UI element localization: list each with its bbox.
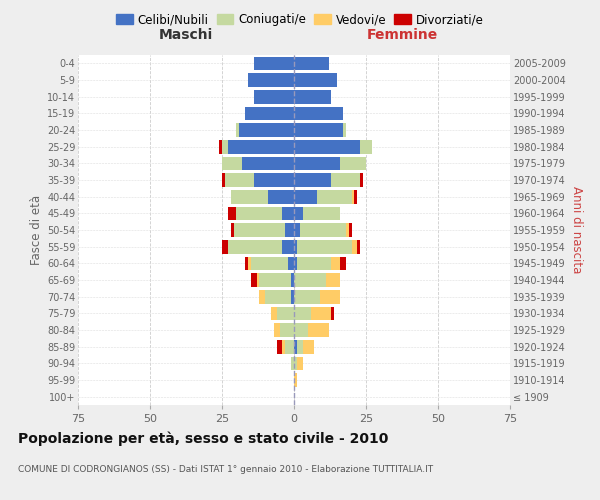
Bar — [308, 323, 329, 337]
Bar — [294, 123, 343, 137]
Bar — [331, 306, 334, 320]
Legend: Celibi/Nubili, Coniugati/e, Vedovi/e, Divorziati/e: Celibi/Nubili, Coniugati/e, Vedovi/e, Di… — [112, 8, 488, 31]
Bar — [230, 223, 233, 237]
Text: Maschi: Maschi — [159, 28, 213, 42]
Bar — [277, 306, 294, 320]
Bar — [302, 206, 340, 220]
Bar — [268, 190, 294, 203]
Bar — [294, 56, 329, 70]
Bar — [346, 223, 349, 237]
Bar — [288, 256, 294, 270]
Bar — [294, 273, 326, 287]
Bar — [360, 140, 372, 153]
Bar — [340, 256, 346, 270]
Bar — [265, 290, 291, 304]
Bar — [294, 140, 360, 153]
Bar — [222, 140, 228, 153]
Bar — [291, 290, 294, 304]
Bar — [331, 256, 340, 270]
Bar — [294, 173, 331, 187]
Bar — [248, 73, 294, 87]
Bar — [326, 273, 340, 287]
Bar — [360, 173, 363, 187]
Bar — [239, 123, 294, 137]
Bar — [228, 240, 283, 254]
Bar — [259, 273, 291, 287]
Bar — [349, 223, 352, 237]
Bar — [294, 156, 340, 170]
Bar — [245, 256, 248, 270]
Bar — [294, 206, 302, 220]
Bar — [277, 340, 283, 353]
Text: Popolazione per età, sesso e stato civile - 2010: Popolazione per età, sesso e stato civil… — [18, 431, 388, 446]
Bar — [228, 140, 294, 153]
Bar — [236, 206, 283, 220]
Bar — [230, 190, 268, 203]
Bar — [294, 323, 308, 337]
Bar — [283, 340, 286, 353]
Bar — [222, 173, 225, 187]
Bar — [294, 90, 331, 104]
Bar — [294, 306, 311, 320]
Bar — [302, 340, 314, 353]
Bar — [294, 73, 337, 87]
Bar — [294, 256, 297, 270]
Bar — [251, 256, 288, 270]
Bar — [283, 206, 294, 220]
Bar — [297, 340, 302, 353]
Bar — [294, 340, 297, 353]
Bar — [294, 373, 297, 387]
Bar — [297, 256, 331, 270]
Bar — [294, 240, 297, 254]
Bar — [300, 223, 346, 237]
Bar — [320, 290, 340, 304]
Bar — [236, 123, 239, 137]
Bar — [358, 240, 360, 254]
Bar — [294, 190, 317, 203]
Bar — [245, 106, 294, 120]
Bar — [355, 190, 358, 203]
Bar — [294, 290, 320, 304]
Bar — [294, 106, 343, 120]
Bar — [343, 123, 346, 137]
Bar — [280, 323, 294, 337]
Bar — [233, 223, 286, 237]
Bar — [297, 240, 352, 254]
Bar — [331, 173, 360, 187]
Bar — [317, 190, 352, 203]
Bar — [242, 156, 294, 170]
Bar — [352, 190, 355, 203]
Bar — [257, 273, 259, 287]
Bar — [352, 240, 358, 254]
Y-axis label: Anni di nascita: Anni di nascita — [570, 186, 583, 274]
Bar — [291, 356, 294, 370]
Bar — [251, 273, 257, 287]
Bar — [254, 173, 294, 187]
Bar — [286, 223, 294, 237]
Bar — [259, 290, 265, 304]
Bar — [228, 206, 236, 220]
Bar — [222, 156, 242, 170]
Bar — [254, 56, 294, 70]
Bar — [283, 240, 294, 254]
Y-axis label: Fasce di età: Fasce di età — [29, 195, 43, 265]
Text: Femmine: Femmine — [367, 28, 437, 42]
Text: COMUNE DI CODRONGIANOS (SS) - Dati ISTAT 1° gennaio 2010 - Elaborazione TUTTITAL: COMUNE DI CODRONGIANOS (SS) - Dati ISTAT… — [18, 466, 433, 474]
Bar — [222, 240, 228, 254]
Bar — [274, 323, 280, 337]
Bar — [219, 140, 222, 153]
Bar — [294, 356, 297, 370]
Bar — [271, 306, 277, 320]
Bar — [297, 356, 302, 370]
Bar — [294, 223, 300, 237]
Bar — [340, 156, 366, 170]
Bar — [225, 173, 254, 187]
Bar — [311, 306, 331, 320]
Bar — [286, 340, 294, 353]
Bar — [248, 256, 251, 270]
Bar — [254, 90, 294, 104]
Bar — [291, 273, 294, 287]
